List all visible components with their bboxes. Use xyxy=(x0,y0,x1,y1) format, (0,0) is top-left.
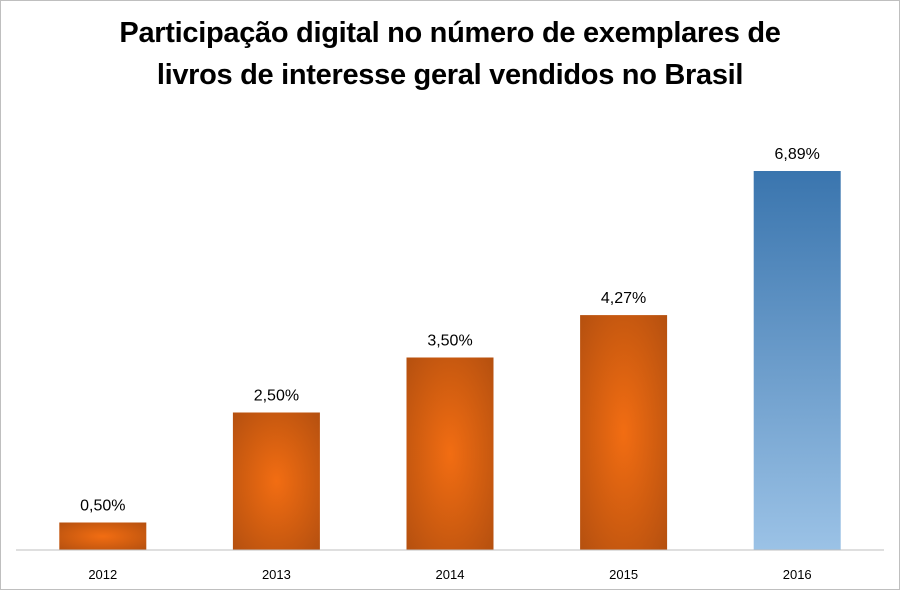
x-tick-label-2015: 2015 xyxy=(609,567,638,582)
x-tick-label-2012: 2012 xyxy=(88,567,117,582)
bar-2012 xyxy=(59,522,147,550)
data-label-2016: 6,89% xyxy=(775,146,820,163)
x-tick-label-2016: 2016 xyxy=(783,567,812,582)
chart-title: Participação digital no número de exempl… xyxy=(0,12,900,96)
data-label-2015: 4,27% xyxy=(601,290,646,307)
data-label-2013: 2,50% xyxy=(254,388,299,405)
chart-title-line-2: livros de interesse geral vendidos no Br… xyxy=(156,59,744,91)
bar-2015 xyxy=(580,315,668,550)
x-tick-label-2013: 2013 xyxy=(262,567,291,582)
bar-2014 xyxy=(406,357,494,550)
bar-2013 xyxy=(232,412,320,550)
data-label-2014: 3,50% xyxy=(427,333,472,350)
data-label-2012: 0,50% xyxy=(80,498,125,515)
chart-title-line-1: Participação digital no número de exempl… xyxy=(119,17,781,49)
x-tick-label-2014: 2014 xyxy=(436,567,465,582)
bar-2016 xyxy=(753,171,841,550)
